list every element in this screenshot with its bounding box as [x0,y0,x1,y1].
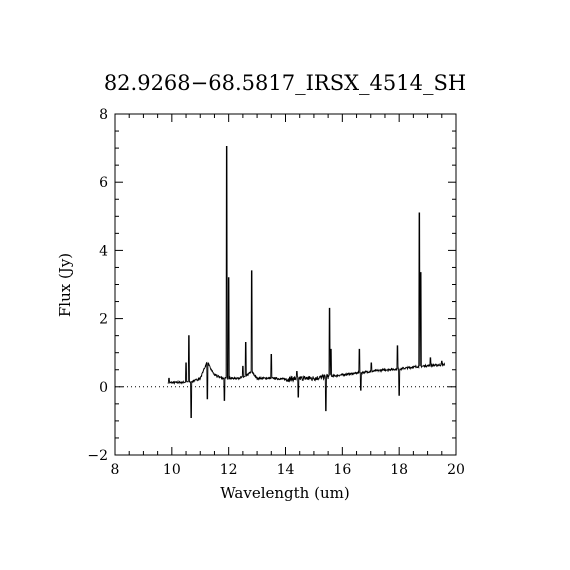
x-tick-label: 16 [333,462,351,478]
chart-title: 82.9268−68.5817_IRSX_4514_SH [104,71,466,95]
x-tick-label: 10 [163,462,181,478]
y-tick-label: 8 [99,107,108,123]
x-tick-label: 8 [111,462,120,478]
y-tick-label: −2 [87,448,108,464]
spectrum-line [167,145,446,418]
x-tick-label: 18 [390,462,408,478]
y-tick-label: 6 [99,175,108,191]
plot-area: 8 10 12 14 16 18 20 −2 0 2 4 6 8 [87,107,465,478]
x-axis-label: Wavelength (um) [220,484,349,502]
y-tick-label: 2 [99,312,108,328]
x-tick-label: 12 [220,462,238,478]
x-tick-label: 14 [277,462,295,478]
y-axis-label: Flux (Jy) [56,253,74,317]
plot-frame [114,113,457,456]
y-tick-label: 0 [99,380,108,396]
y-tick-label: 4 [99,243,108,259]
x-tick-label: 20 [447,462,465,478]
